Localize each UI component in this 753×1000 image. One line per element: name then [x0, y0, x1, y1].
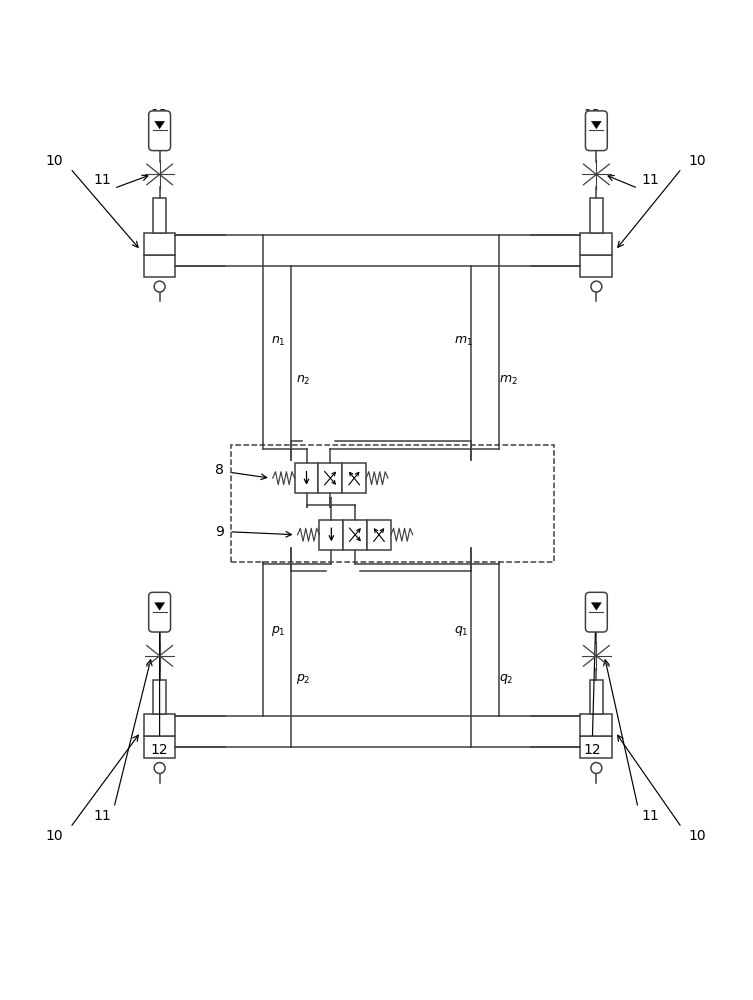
Text: 12: 12	[584, 743, 601, 757]
Bar	[590, 680, 603, 714]
Bar	[343, 520, 367, 550]
Text: 11: 11	[641, 809, 659, 823]
Text: $p_1$: $p_1$	[271, 624, 285, 638]
Circle shape	[154, 763, 165, 773]
FancyBboxPatch shape	[585, 111, 607, 151]
Circle shape	[154, 281, 165, 292]
Bar	[581, 233, 612, 255]
Circle shape	[591, 281, 602, 292]
Text: $m_1$: $m_1$	[454, 335, 474, 348]
Circle shape	[591, 763, 602, 773]
Bar	[294, 463, 319, 493]
Bar	[153, 198, 166, 233]
Text: 10: 10	[46, 829, 63, 843]
Bar	[343, 463, 366, 493]
Text: $p_2$: $p_2$	[296, 672, 310, 686]
Bar	[581, 736, 612, 758]
Text: 11: 11	[93, 173, 111, 187]
Bar	[144, 736, 175, 758]
Bar	[144, 233, 175, 255]
Text: 12: 12	[151, 108, 169, 122]
Bar	[581, 714, 612, 736]
Text: $m_2$: $m_2$	[499, 374, 518, 387]
Text: $q_2$: $q_2$	[499, 672, 514, 686]
Bar	[153, 680, 166, 714]
Bar	[144, 255, 175, 277]
Bar	[319, 520, 343, 550]
Text: 11: 11	[93, 809, 111, 823]
FancyBboxPatch shape	[148, 111, 170, 151]
FancyBboxPatch shape	[585, 592, 607, 632]
Text: 8: 8	[215, 463, 224, 477]
Text: 10: 10	[689, 154, 706, 168]
Text: 9: 9	[215, 525, 224, 539]
Text: 10: 10	[46, 154, 63, 168]
Bar	[319, 463, 343, 493]
Text: 12: 12	[151, 743, 169, 757]
Text: 10: 10	[689, 829, 706, 843]
Text: 12: 12	[584, 108, 601, 122]
Bar	[590, 198, 603, 233]
FancyBboxPatch shape	[148, 592, 170, 632]
Polygon shape	[591, 603, 602, 610]
Text: $n_2$: $n_2$	[296, 374, 310, 387]
Polygon shape	[154, 603, 165, 610]
Polygon shape	[154, 121, 165, 129]
Bar	[231, 445, 553, 562]
Bar	[367, 520, 391, 550]
Bar	[581, 255, 612, 277]
Text: 11: 11	[641, 173, 659, 187]
Polygon shape	[591, 121, 602, 129]
Text: $n_1$: $n_1$	[271, 335, 285, 348]
Bar	[144, 714, 175, 736]
Text: $q_1$: $q_1$	[454, 624, 469, 638]
